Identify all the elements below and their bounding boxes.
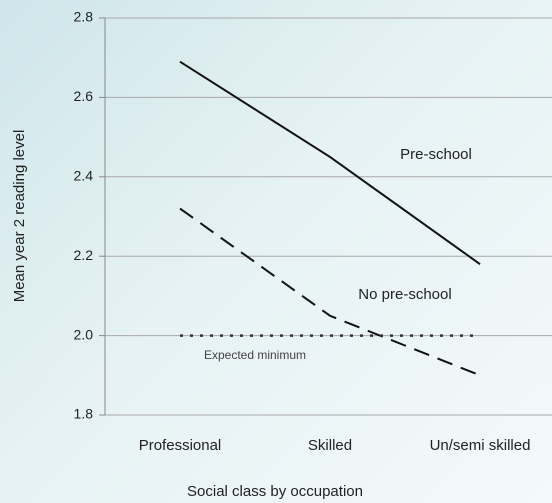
series-line	[179, 60, 481, 265]
series-line	[179, 207, 481, 377]
series-label: Pre-school	[400, 146, 472, 163]
x-tick-label: Skilled	[308, 437, 352, 454]
y-tick-label: 2.4	[74, 168, 94, 184]
series-label: Expected minimum	[204, 348, 306, 362]
y-axis-label: Mean year 2 reading level	[11, 130, 28, 303]
x-axis-label: Social class by occupation	[187, 483, 363, 500]
y-tick-label: 1.8	[74, 406, 94, 422]
y-tick-label: 2.0	[74, 326, 94, 342]
y-tick-label: 2.6	[74, 88, 94, 104]
y-tick-label: 2.8	[74, 9, 94, 25]
y-tick-label: 2.2	[74, 247, 94, 263]
series-label: No pre-school	[358, 286, 451, 303]
x-tick-label: Professional	[139, 437, 222, 454]
x-tick-label: Un/semi skilled	[430, 437, 531, 454]
